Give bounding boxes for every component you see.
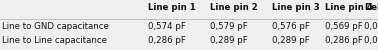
Text: Line pin 2: Line pin 2: [210, 3, 258, 12]
Text: Line to Line capacitance: Line to Line capacitance: [2, 36, 107, 45]
Text: 0,576 pF: 0,576 pF: [272, 22, 310, 31]
Text: 0,569 pF: 0,569 pF: [325, 22, 363, 31]
Text: Line to GND capacitance: Line to GND capacitance: [2, 22, 109, 31]
Text: 0,289 pF: 0,289 pF: [210, 36, 248, 45]
Text: 0,289 pF: 0,289 pF: [272, 36, 310, 45]
Text: Line pin 3: Line pin 3: [272, 3, 320, 12]
Text: Delta: Delta: [364, 3, 378, 12]
Text: 0,286 pF: 0,286 pF: [148, 36, 186, 45]
Text: 0,579 pF: 0,579 pF: [210, 22, 248, 31]
Text: Line pin 1: Line pin 1: [148, 3, 196, 12]
Text: Line pin 4: Line pin 4: [325, 3, 373, 12]
Text: 0,003 pF: 0,003 pF: [364, 36, 378, 45]
Text: 0,286 pF: 0,286 pF: [325, 36, 363, 45]
Text: 0,010 pF: 0,010 pF: [364, 22, 378, 31]
Text: 0,574 pF: 0,574 pF: [148, 22, 186, 31]
